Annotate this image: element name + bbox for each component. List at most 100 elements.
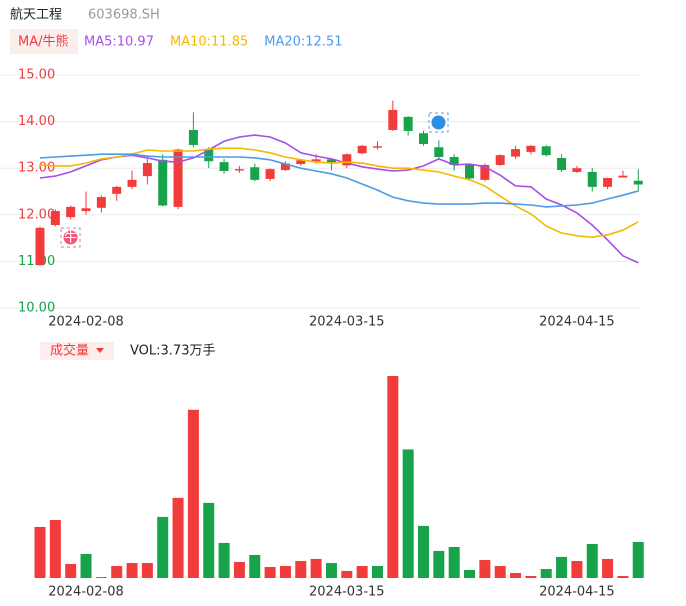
x-tick-label: 2024-04-15 <box>539 315 615 330</box>
volume-bar <box>310 558 322 578</box>
candle-body <box>158 159 168 206</box>
icon-dot <box>63 230 78 245</box>
ma-line <box>39 153 639 208</box>
bull-label: 牛 <box>64 231 77 246</box>
candle-body <box>419 133 428 144</box>
candle-body <box>219 162 229 171</box>
candle-body <box>311 159 321 162</box>
volume-bar <box>632 541 644 578</box>
candle-body <box>142 163 152 177</box>
volume-bar <box>371 566 383 578</box>
volume-bar <box>218 542 230 578</box>
icon-frame <box>60 227 81 248</box>
volume-bar <box>187 409 199 578</box>
candle-body <box>234 169 244 171</box>
volume-bar <box>556 556 568 578</box>
volume-bar <box>80 553 92 578</box>
bear-icon <box>428 112 449 133</box>
x-tick-label: 2024-03-15 <box>309 585 385 600</box>
x-tick-label: 2024-03-15 <box>309 315 385 330</box>
candle-body <box>557 157 567 171</box>
candle-body <box>296 160 306 165</box>
candle-body <box>587 171 597 187</box>
volume-bar <box>141 563 153 578</box>
volume-bar <box>126 563 138 578</box>
volume-bar <box>571 560 583 578</box>
candle-body <box>403 116 413 131</box>
y-tick-label: 14.00 <box>18 114 55 129</box>
bull-icon: 牛 <box>60 227 81 248</box>
volume-bar <box>111 566 123 578</box>
candle-body <box>434 147 444 158</box>
volume-bar <box>341 570 353 578</box>
candle-body <box>388 109 398 130</box>
volume-bar <box>295 560 307 578</box>
dropdown-arrow <box>96 348 104 353</box>
volume-subtitle: VOL:3.73万手 <box>130 344 215 359</box>
volume-bar <box>49 520 61 578</box>
volume-bar <box>510 572 522 578</box>
candle-body <box>495 155 505 165</box>
volume-bar <box>387 375 399 578</box>
candle-body <box>633 180 643 185</box>
y-tick-label: 12.00 <box>18 207 55 222</box>
candle-body <box>250 167 260 180</box>
candle-body <box>572 168 582 172</box>
legend-entry: MA20:12.51 <box>264 35 342 50</box>
ma-line <box>39 147 639 239</box>
x-tick-label: 2024-04-15 <box>539 585 615 600</box>
volume-bar <box>586 543 598 578</box>
volume-bar <box>356 566 368 578</box>
candle-body <box>480 164 490 180</box>
volume-bar <box>157 516 169 578</box>
volume-bar <box>448 546 460 578</box>
candle-body <box>204 149 214 162</box>
volume-bar <box>617 575 629 578</box>
candle-body <box>188 129 198 145</box>
volume-bar <box>172 497 184 578</box>
candle-body <box>372 146 382 148</box>
legend-entry: MA5:10.97 <box>84 35 154 50</box>
candle-body <box>127 179 137 187</box>
volume-title[interactable]: 成交量 <box>50 343 89 359</box>
volume-bar <box>602 558 614 578</box>
icon-dot <box>431 115 446 130</box>
volume-bar <box>279 566 291 578</box>
candle-body <box>449 157 459 165</box>
volume-bar <box>464 569 476 578</box>
candle-body <box>618 175 628 178</box>
legend-entry: MA10:11.85 <box>170 35 248 50</box>
volume-bar <box>203 502 215 578</box>
volume-bar <box>494 566 506 578</box>
volume-bar <box>233 561 245 578</box>
volume-bar <box>65 563 77 578</box>
chart-title: 航天工程 <box>10 7 62 23</box>
ma-button-bg[interactable] <box>10 29 78 54</box>
volume-bar <box>402 449 414 578</box>
volume-bar <box>418 525 429 578</box>
volume-bar <box>540 569 552 578</box>
y-tick-label: 10.00 <box>18 301 55 316</box>
volume-bar <box>34 526 46 578</box>
volume-bar <box>525 575 537 578</box>
volume-bar <box>433 550 445 578</box>
candle-body <box>342 154 352 166</box>
candle-body <box>50 211 60 226</box>
candle-body <box>35 227 45 266</box>
x-tick-label: 2024-02-08 <box>48 585 124 600</box>
candle-body <box>326 159 336 164</box>
candle-body <box>265 169 275 179</box>
candle-body <box>66 206 76 218</box>
volume-bar <box>325 563 337 578</box>
x-tick-label: 2024-02-08 <box>48 315 124 330</box>
chart-subtitle: 603698.SH <box>88 8 160 23</box>
candle-body <box>511 149 521 157</box>
volume-bar <box>479 560 491 578</box>
volume-bar <box>95 577 107 578</box>
candle-body <box>96 197 106 208</box>
ma-button[interactable]: MA/牛熊 <box>18 34 69 50</box>
volume-button-bg[interactable] <box>40 342 114 360</box>
candle-body <box>81 208 91 212</box>
candle-body <box>465 164 475 179</box>
